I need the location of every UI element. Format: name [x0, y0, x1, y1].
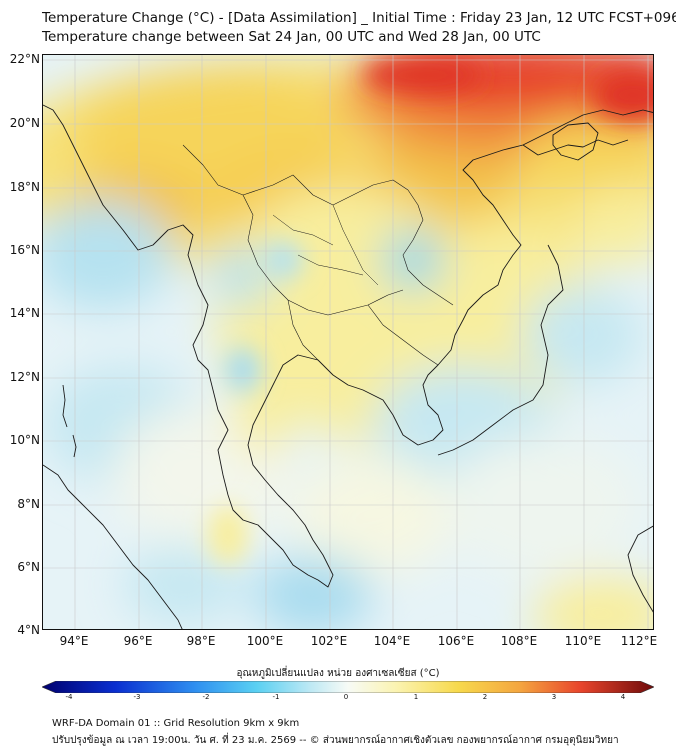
colorbar-tick: 2 — [482, 693, 488, 701]
lon-label-96: 96°E — [123, 634, 153, 648]
map-subtitle: Temperature change between Sat 24 Jan, 0… — [42, 29, 541, 45]
lat-label-16: 16°N — [9, 243, 40, 257]
colorbar-tick: 1 — [413, 693, 419, 701]
lon-label-106: 106°E — [437, 634, 475, 648]
lon-label-108: 108°E — [500, 634, 538, 648]
lon-label-100: 100°E — [246, 634, 284, 648]
lat-label-10: 10°N — [9, 433, 40, 447]
lon-label-98: 98°E — [186, 634, 216, 648]
colorbar-tick: 0 — [343, 693, 349, 701]
temperature-change-map — [42, 54, 654, 630]
lat-label-14: 14°N — [9, 306, 40, 320]
colorbar-title: อุณหภูมิเปลี่ยนแปลง หน่วย องศาเซลเซียส (… — [236, 668, 440, 679]
colorbar-tick: -3 — [133, 693, 141, 701]
footer-model-info: WRF-DA Domain 01 :: Grid Resolution 9km … — [52, 718, 300, 729]
colorbar — [42, 681, 654, 693]
lat-label-20: 20°N — [9, 116, 40, 130]
lat-label-22: 22°N — [9, 52, 40, 66]
lat-label-4: 4°N — [17, 623, 40, 637]
colorbar-tick: 4 — [620, 693, 626, 701]
lat-label-8: 8°N — [17, 497, 40, 511]
colorbar-bar — [42, 681, 654, 693]
colorbar-tick: -4 — [65, 693, 73, 701]
lon-label-102: 102°E — [310, 634, 348, 648]
lat-label-6: 6°N — [17, 560, 40, 574]
footer-credit: ปรับปรุงข้อมูล ณ เวลา 19:00น. วัน ศ. ที่… — [52, 735, 619, 746]
lon-label-94: 94°E — [59, 634, 89, 648]
map-canvas — [43, 55, 653, 629]
coastlines — [43, 104, 653, 629]
colorbar-tick: 3 — [551, 693, 557, 701]
graticule — [43, 55, 653, 629]
lon-label-104: 104°E — [373, 634, 411, 648]
lat-label-18: 18°N — [9, 180, 40, 194]
lat-label-12: 12°N — [9, 370, 40, 384]
lon-label-112: 112°E — [620, 634, 658, 648]
map-title: Temperature Change (°C) - [Data Assimila… — [42, 10, 676, 26]
lon-label-110: 110°E — [564, 634, 602, 648]
colorbar-tick: -2 — [202, 693, 210, 701]
colorbar-tick: -1 — [272, 693, 280, 701]
